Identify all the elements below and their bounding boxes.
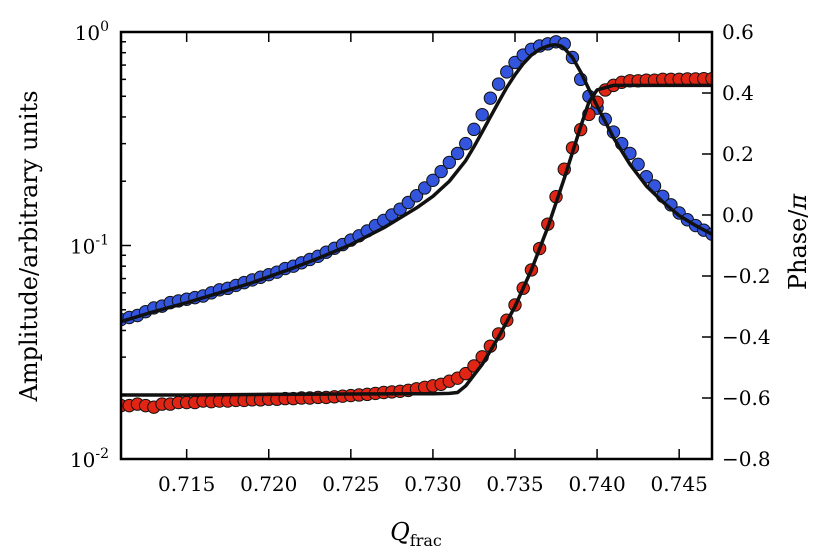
y-right-tick-label: −0.4: [722, 325, 771, 349]
y-right-tick-label: −0.6: [722, 386, 771, 410]
amplitude-points: [121, 35, 712, 327]
data-point: [459, 366, 473, 381]
x-axis-title: Qfrac: [390, 518, 442, 550]
x-tick-label: 0.730: [404, 472, 461, 496]
plot-area: [121, 35, 712, 414]
y-right-tick-label: 0.0: [722, 203, 754, 227]
data-point: [409, 189, 424, 203]
x-tick-label: 0.715: [158, 472, 215, 496]
y-left-tick-label: 100: [75, 19, 109, 45]
data-point: [475, 107, 489, 122]
data-point: [450, 146, 465, 161]
data-point: [491, 77, 506, 91]
data-point: [426, 173, 440, 188]
y-right-tick-label: −0.8: [722, 447, 771, 471]
data-point: [418, 181, 432, 195]
phase-fit-line: [121, 83, 712, 397]
amplitude-fit-line: [121, 43, 712, 324]
y-right-axis-title-symbol: π: [784, 193, 812, 211]
x-tick-label: 0.720: [240, 472, 297, 496]
y-right-tick-label: 0.2: [722, 142, 754, 166]
y-right-axis-title-prefix: Phase/: [784, 209, 812, 290]
y-right-tick-label: −0.2: [722, 264, 771, 288]
data-point: [467, 122, 481, 137]
data-point: [500, 65, 514, 79]
y-right-tick-label: 0.4: [722, 81, 754, 105]
y-right-tick-label: 0.6: [722, 20, 754, 44]
x-tick-label: 0.740: [568, 472, 625, 496]
y-left-tick-label: 10-2: [70, 446, 109, 472]
axis-ticks: 0.715 0.720 0.725 0.730 0.735 0.740 0.745 100 10…: [70, 19, 771, 496]
data-point: [434, 164, 448, 179]
x-axis-title-sub: frac: [410, 531, 442, 550]
y-left-axis-title: Amplitude/arbitrary units: [15, 90, 43, 402]
x-tick-label: 0.725: [322, 472, 379, 496]
data-point: [483, 91, 498, 105]
x-axis-title-main: Q: [390, 518, 410, 546]
plot-frame: [119, 30, 714, 461]
x-tick-label: 0.735: [486, 472, 543, 496]
x-tick-label: 0.745: [651, 472, 708, 496]
data-point: [459, 136, 473, 151]
data-point: [442, 155, 457, 170]
y-left-tick-label: 10-1: [70, 233, 109, 259]
phase-points: [121, 71, 712, 414]
y-right-axis-title: Phase/π: [784, 193, 812, 291]
